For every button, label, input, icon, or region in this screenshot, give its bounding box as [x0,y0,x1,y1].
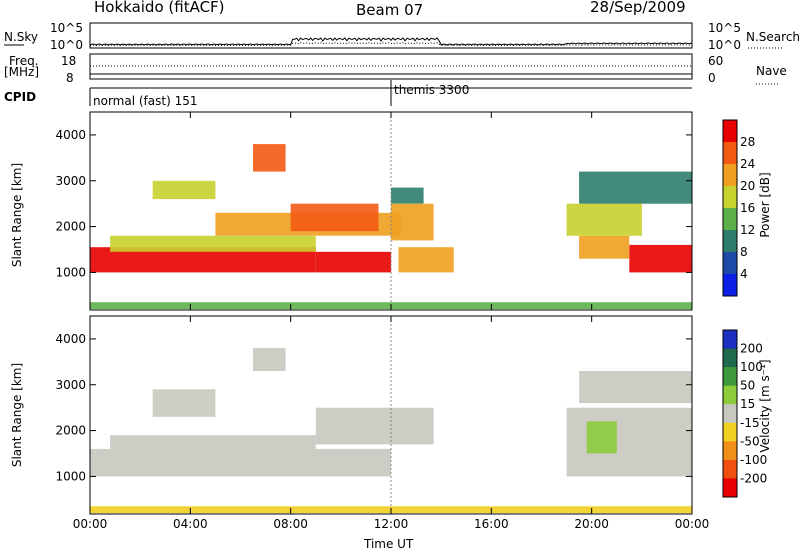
power-colorbar-swatch-3 [723,186,737,209]
velocity-cell-3 [152,389,216,417]
power-colorbar-tick-3: 16 [740,201,755,215]
power-colorbar-label: Power [dB] [758,172,772,238]
nsearch-tick-low: 10^0 [708,38,741,52]
power-colorbar-tick-0: 4 [740,267,748,281]
velocity-colorbar-tick-7: -200 [740,471,767,485]
power-cell-10 [566,203,642,236]
velocity-ylabel: Slant Range [km] [10,362,24,468]
cpid-segment-0: normal (fast) 151 [93,94,198,108]
velocity-colorbar-tick-4: -15 [740,416,760,430]
power-cell-5 [391,203,434,241]
power-colorbar-tick-6: 28 [740,135,755,149]
velocity-colorbar-swatch-6 [723,441,737,461]
power-colorbar-frame [722,119,738,297]
nsky-panel-frame [89,22,693,49]
nsky-trace [89,37,693,46]
velocity-colorbar-swatch-3 [723,385,737,405]
nsky-tick-high: 10^5 [50,21,83,35]
power-cell-7 [398,247,454,273]
velocity-colorbar-tick-3: 15 [740,397,755,411]
power-cell-9 [253,144,286,172]
power-colorbar-swatch-5 [723,230,737,253]
velocity-cell-7 [579,371,692,404]
nsearch-label: N.Search [746,30,800,44]
power-colorbar-swatch-6 [723,252,737,275]
power-cell-1 [315,251,392,273]
power-colorbar-swatch-2 [723,164,737,187]
velocity-colorbar-swatch-7 [723,459,737,479]
power-cell-12 [579,235,630,259]
velocity-colorbar-swatch-2 [723,367,737,387]
power-ytick-3: 4000 [55,128,86,142]
power-colorbar-swatch-0 [723,120,737,143]
nsky-tick-low: 10^0 [50,38,83,52]
beam-label: Beam 07 [356,1,424,19]
velocity-ytick-2: 3000 [55,378,86,392]
velocity-colorbar-label: Velocity [m s⁻¹] [758,359,772,453]
velocity-cell-1 [110,435,316,449]
velocity-colorbar-tick-6: -100 [740,453,767,467]
freq-tick-low: 8 [66,71,74,85]
power-colorbar-swatch-7 [723,274,737,297]
power-ytick-2: 3000 [55,174,86,188]
velocity-cell-5 [566,407,692,477]
power-ytick-0: 1000 [55,265,86,279]
power-colorbar-tick-1: 8 [740,245,748,259]
x-tick-label-1: 04:00 [173,517,208,531]
velocity-ytick-0: 1000 [55,469,86,483]
x-tick-label-6: 00:00 [675,517,710,531]
velocity-colorbar-swatch-1 [723,348,737,368]
station-title: Hokkaido (fitACF) [94,0,225,16]
power-cell-11 [629,244,692,273]
freq-tick-high: 18 [61,54,77,68]
x-tick-label-2: 08:00 [273,517,308,531]
velocity-ytick-3: 4000 [55,332,86,346]
velocity-colorbar-swatch-0 [723,330,737,350]
velocity-cell-6 [586,421,617,454]
velocity-cell-4 [253,348,286,371]
velocity-colorbar-swatch-8 [723,478,737,498]
date-label: 28/Sep/2009 [590,0,686,16]
power-ylabel: Slant Range [km] [10,162,24,268]
power-colorbar-swatch-1 [723,142,737,165]
cpid-segment-1: themis 3300 [394,83,470,97]
x-tick-label-3: 12:00 [374,517,409,531]
power-cell-4 [290,203,379,232]
velocity-colorbar-frame [722,329,738,498]
power-cell-13 [579,171,692,204]
velocity-colorbar-tick-1: 100 [740,360,763,374]
power-colorbar-swatch-4 [723,208,737,231]
velocity-colorbar-tick-5: -50 [740,434,760,448]
power-colorbar-tick-2: 12 [740,223,755,237]
velocity-colorbar-tick-0: 200 [740,342,763,356]
x-tick-label-0: 00:00 [73,517,108,531]
nsky-label: N.Sky [4,30,39,44]
velocity-ytick-1: 2000 [55,424,86,438]
nsearch-tick-high: 10^5 [708,21,741,35]
power-ytick-1: 2000 [55,220,86,234]
x-tick-label-5: 20:00 [574,517,609,531]
nave-tick-high: 60 [708,54,724,68]
nave-tick-low: 0 [708,71,716,85]
velocity-colorbar-swatch-5 [723,422,737,442]
x-tick-label-4: 16:00 [474,517,509,531]
nave-label: Nave [756,64,787,78]
power-colorbar-tick-5: 24 [740,157,755,171]
velocity-colorbar-swatch-4 [723,404,737,424]
power-cell-6 [391,187,424,204]
velocity-colorbar-tick-2: 50 [740,379,755,393]
power-colorbar-tick-4: 20 [740,179,755,193]
power-cell-2 [110,235,316,252]
freq-unit-label: [MHz] [4,65,40,79]
x-axis-title: Time UT [364,537,414,551]
velocity-cell-0 [90,448,391,477]
freq-label: Freq. [9,54,39,68]
velocity-cell-2 [315,407,434,445]
power-cell-8 [152,180,216,200]
cpid-label: CPID [4,90,37,104]
